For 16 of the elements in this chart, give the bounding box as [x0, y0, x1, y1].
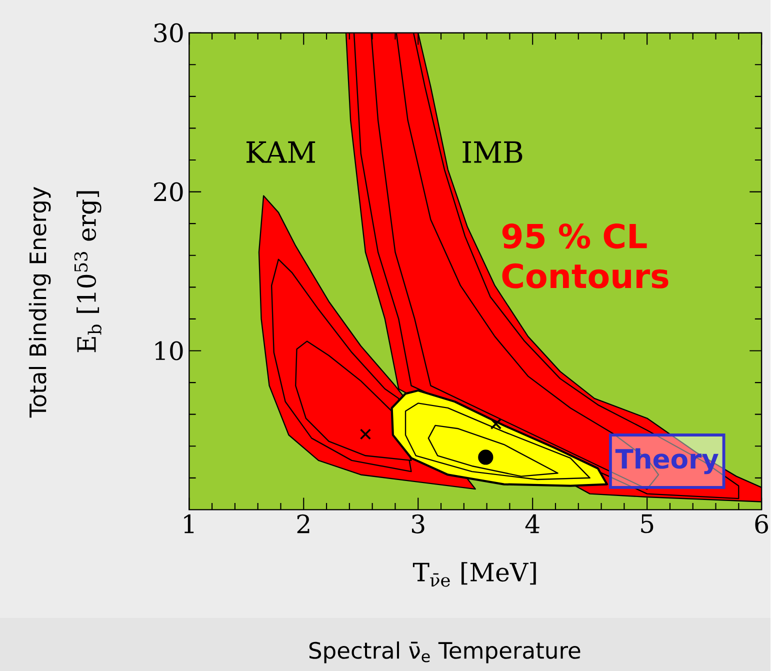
x-tick-label: 1 — [184, 514, 194, 534]
x-tick-label: 2 — [297, 514, 310, 534]
x-tick-label: 5 — [641, 514, 654, 534]
y-tick-label: 10 — [155, 341, 183, 360]
x-tick-label: 4 — [525, 514, 540, 534]
annotation: KAM — [246, 141, 316, 163]
annotation: IMB — [462, 141, 522, 163]
x-axis-title: T$_{ν̄e}$ [MeV] — [412, 562, 536, 587]
annotation: 95 % CL Contours — [502, 224, 668, 288]
x-tick-label: 6 — [755, 514, 768, 534]
y-tick-label: 20 — [154, 182, 183, 202]
y-axis-title: E$_{b}$ [10$^{53}$ erg] — [74, 191, 102, 352]
text: Total Binding Energy — [28, 186, 51, 418]
text: Spectral ν̄$_{e}$ Temperature — [309, 641, 580, 664]
y-tick-label: 30 — [154, 23, 183, 42]
x-tick-label: 3 — [412, 514, 424, 534]
